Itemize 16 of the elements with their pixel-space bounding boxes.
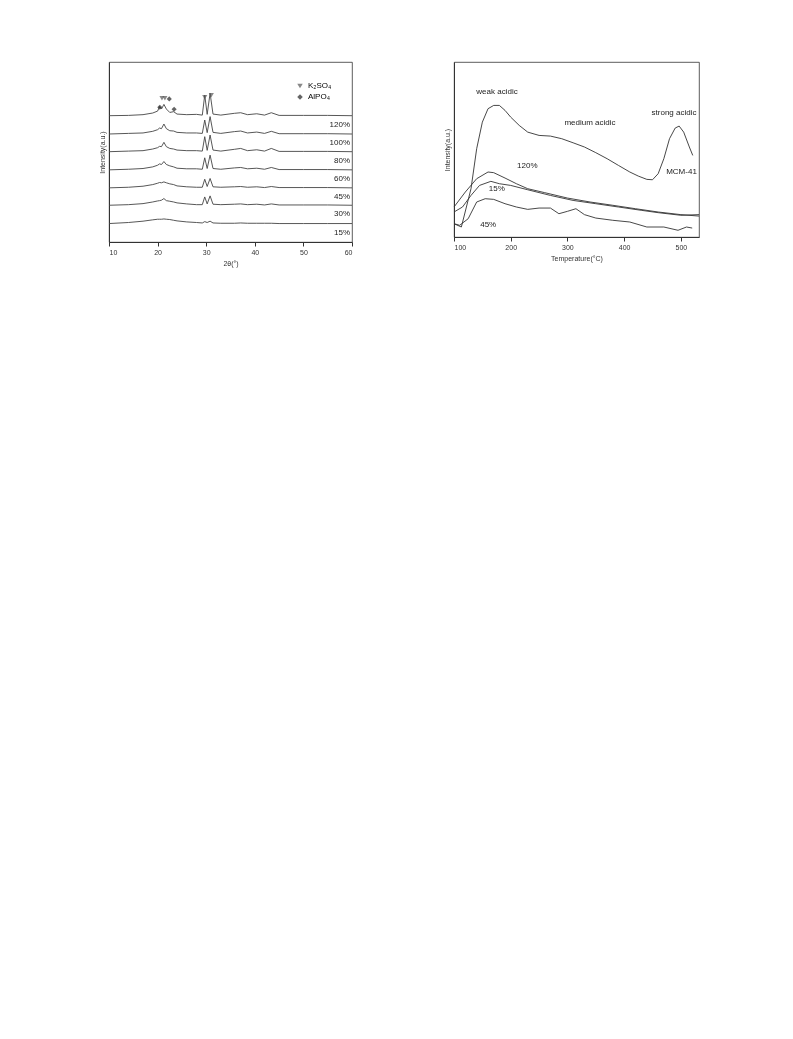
text: weak acidic [475,87,518,96]
annotation: strong acidic [651,108,697,117]
series-label: 15% [488,184,505,194]
series-label: 45% [333,191,350,201]
series-label: 120% [517,161,538,171]
series-label: 15% [333,227,350,237]
annotation: medium acidic [564,118,616,127]
series-label: 100% [329,138,350,147]
series-label: 45% [480,219,497,229]
series-label: 120% [329,119,350,129]
series-label: MCM-41 [666,166,698,176]
legend-label: AlPO₄ [308,92,330,101]
series-label: 60% [333,173,350,183]
legend-label: K₂SO₄ [308,81,332,90]
series-label: 80% [333,155,350,165]
series-label: 30% [333,209,350,219]
